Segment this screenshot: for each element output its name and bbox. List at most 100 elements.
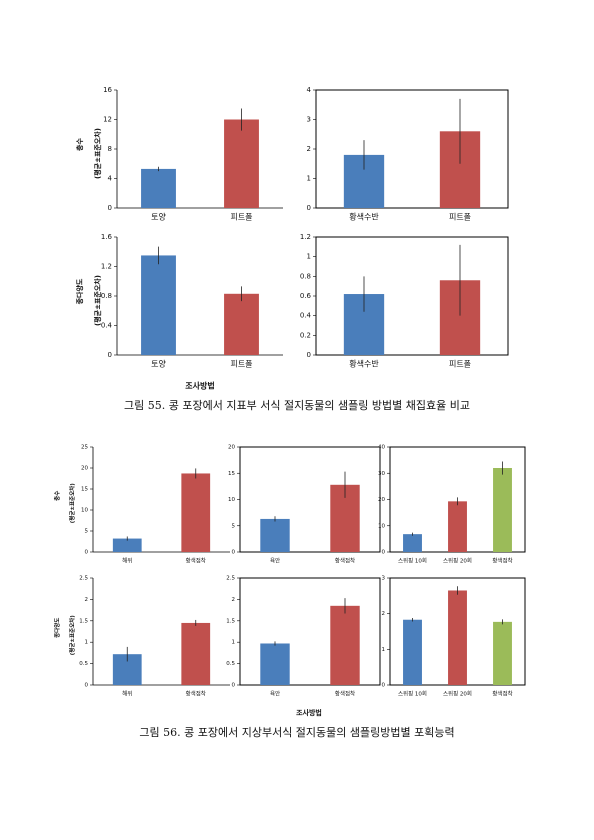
y-tick-label: 0	[382, 550, 386, 556]
y-tick-label: 1.2	[300, 233, 311, 241]
y-axis-label: (평균±표준오차)	[68, 615, 76, 655]
x-tick-label: 황색점착	[186, 690, 206, 698]
x-tick-label: 스위핑 20회	[443, 557, 472, 565]
caption: 그림 55. 콩 포장에서 지표부 서식 절지동물의 샘플링 방법별 채집효율 …	[124, 399, 470, 412]
y-tick-label: 0.2	[300, 331, 311, 339]
y-tick-label: 5	[232, 523, 236, 529]
y-tick-label: 0	[382, 683, 386, 689]
x-tick-label: 육안	[270, 558, 280, 565]
x-tick-label: 황색점착	[492, 690, 512, 698]
y-tick-label: 0	[108, 204, 112, 212]
x-tick-label: 황색점착	[492, 557, 512, 565]
y-tick-label: 1	[85, 640, 89, 646]
x-tick-label: 육안	[270, 691, 280, 698]
x-tick-label: 토양	[151, 213, 166, 222]
y-tick-label: 1.5	[79, 618, 88, 624]
bar	[330, 605, 360, 685]
y-tick-label: 16	[103, 86, 112, 94]
y-tick-label: 8	[108, 145, 112, 153]
y-tick-label: 0	[232, 683, 236, 689]
bar	[448, 501, 467, 552]
x-tick-label: 피트폴	[230, 360, 252, 369]
y-axis-label: (평균±표준오차)	[68, 483, 76, 523]
y-tick-label: 0.4	[300, 312, 312, 320]
x-axis-label: 조사방법	[185, 381, 214, 391]
y-tick-label: 15	[81, 487, 88, 493]
bar	[493, 621, 512, 685]
bar	[403, 619, 422, 685]
x-tick-label: 피트폴	[449, 360, 471, 369]
y-axis-label: 충수	[75, 138, 84, 151]
y-tick-label: 40	[378, 445, 385, 451]
y-tick-label: 2.5	[79, 576, 88, 582]
y-tick-label: 20	[81, 466, 88, 472]
y-tick-label: 1	[382, 647, 386, 653]
y-tick-label: 2	[85, 597, 89, 603]
y-tick-label: 0	[232, 550, 236, 556]
y-tick-label: 1.6	[101, 233, 113, 241]
bar	[493, 468, 512, 552]
x-tick-label: 해위	[122, 690, 132, 698]
y-tick-label: 2	[307, 145, 311, 153]
bar	[141, 255, 176, 355]
y-tick-label: 30	[378, 471, 385, 477]
x-tick-label: 스위핑 10회	[398, 690, 427, 698]
y-tick-label: 0.8	[300, 272, 311, 280]
y-tick-label: 10	[228, 497, 235, 503]
y-tick-label: 2	[232, 597, 236, 603]
y-tick-label: 1	[307, 175, 311, 183]
y-tick-label: 0.5	[79, 661, 88, 667]
caption: 그림 56. 콩 포장에서 지상부서식 절지동물의 샘플링방법별 포획능력	[139, 726, 454, 739]
y-tick-label: 0.5	[226, 661, 235, 667]
y-tick-label: 0	[108, 351, 112, 359]
y-axis-label: (평균±표준오차)	[93, 275, 102, 326]
y-tick-label: 12	[103, 116, 112, 124]
x-axis-label: 조사방법	[296, 708, 322, 717]
bar	[260, 518, 290, 552]
bar	[181, 473, 211, 552]
x-tick-label: 황색점착	[335, 557, 355, 565]
y-tick-label: 1	[232, 640, 236, 646]
bar	[181, 622, 211, 685]
y-tick-label: 20	[228, 445, 235, 451]
y-tick-label: 10	[81, 508, 88, 514]
y-tick-label: 4	[307, 86, 312, 94]
y-tick-label: 0	[85, 683, 89, 689]
bar	[141, 168, 176, 208]
y-axis-label: 충수	[53, 491, 61, 501]
y-tick-label: 0.8	[101, 292, 112, 300]
x-tick-label: 황색수반	[349, 212, 379, 222]
y-tick-label: 1.5	[226, 618, 235, 624]
y-tick-label: 1.2	[101, 263, 112, 271]
y-tick-label: 0.6	[300, 292, 312, 300]
x-tick-label: 황색점착	[335, 690, 355, 698]
bar	[403, 534, 422, 552]
y-tick-label: 4	[108, 175, 113, 183]
x-tick-label: 황색수반	[349, 359, 379, 369]
y-tick-label: 0.4	[101, 322, 113, 330]
y-tick-label: 0	[307, 204, 311, 212]
bar	[260, 643, 290, 685]
x-tick-label: 황색점착	[186, 557, 206, 565]
y-tick-label: 10	[378, 523, 385, 529]
y-tick-label: 25	[81, 445, 88, 451]
y-tick-label: 15	[228, 471, 235, 477]
x-tick-label: 스위핑 10회	[398, 557, 427, 565]
x-tick-label: 피트폴	[230, 213, 252, 222]
y-tick-label: 0	[85, 550, 89, 556]
bar	[112, 538, 142, 552]
bar	[224, 293, 259, 355]
y-tick-label: 1	[307, 253, 311, 261]
x-tick-label: 스위핑 20회	[443, 690, 472, 698]
bar	[224, 119, 259, 208]
y-tick-label: 20	[378, 497, 385, 503]
x-tick-label: 토양	[151, 360, 166, 369]
y-tick-label: 0	[307, 351, 311, 359]
bar	[448, 590, 467, 685]
x-tick-label: 해위	[122, 557, 132, 565]
y-tick-label: 5	[85, 529, 89, 535]
y-tick-label: 2	[382, 611, 386, 617]
y-axis-label: 종다양도	[53, 618, 61, 638]
x-tick-label: 피트폴	[449, 213, 471, 222]
